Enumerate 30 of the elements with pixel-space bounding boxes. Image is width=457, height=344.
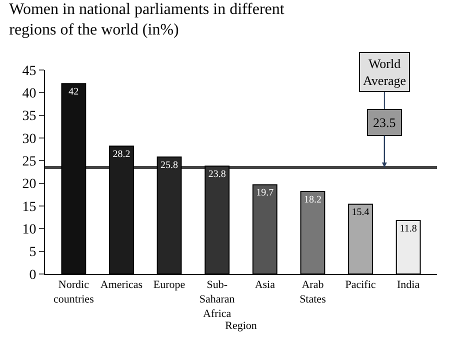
y-tick-label: 25: [22, 154, 36, 170]
y-tick-label: 45: [22, 64, 36, 79]
x-axis-title: Region: [225, 320, 258, 332]
data-label: 15.4: [352, 207, 370, 218]
x-tick-label: Pacific: [345, 279, 376, 292]
data-label: 28.2: [112, 149, 130, 160]
data-label: 42: [68, 86, 79, 98]
x-tick-label: Europe: [153, 279, 186, 292]
y-tick-label: 30: [22, 132, 36, 147]
y-tick-label: 15: [22, 200, 36, 215]
data-label: 25.8: [160, 160, 178, 172]
y-tick-label: 0: [29, 268, 36, 283]
x-tick-label: Americas: [100, 279, 143, 292]
x-tick-label: Sub-Saharan Africa: [199, 279, 236, 320]
data-label: 23.8: [208, 169, 226, 180]
x-tick-label: India: [397, 279, 420, 292]
data-label: 19.7: [256, 188, 274, 199]
y-tick-label: 10: [22, 222, 36, 238]
ref-line-label: World Average: [363, 56, 406, 88]
x-tick-label: Arab States: [300, 279, 326, 306]
data-label: 11.8: [400, 224, 417, 235]
x-tick-label: Nordic countries: [54, 279, 94, 306]
y-tick-label: 40: [22, 86, 36, 102]
chart-title: Women in national parliaments in different regions of the world (in%): [9, 0, 285, 39]
y-tick-label: 5: [29, 245, 36, 260]
annotation: 23.5: [373, 115, 396, 130]
x-tick-label: Asia: [254, 279, 276, 292]
data-label: 18.2: [304, 194, 322, 206]
y-tick-label: 20: [22, 177, 36, 192]
y-tick-label: 35: [22, 109, 36, 124]
